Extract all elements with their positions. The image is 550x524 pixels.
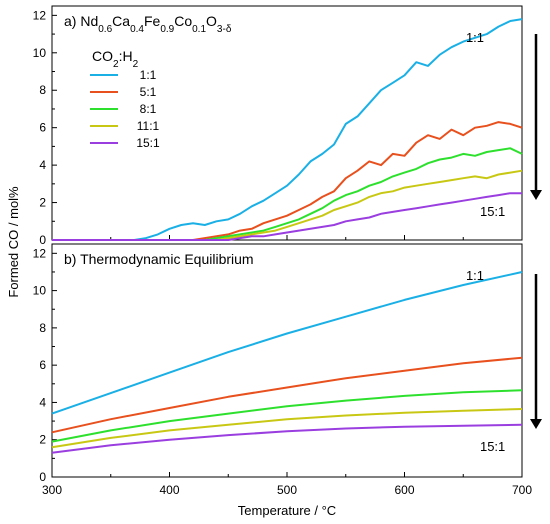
formula-subscript: 0.1 bbox=[192, 24, 206, 35]
y-tick-label: 2 bbox=[39, 433, 46, 447]
series-line-15-1 bbox=[51, 423, 523, 454]
y-tick-label: 8 bbox=[39, 83, 46, 97]
y-tick-label: 0 bbox=[39, 470, 46, 484]
formula-subscript: 0.9 bbox=[160, 24, 174, 35]
legend-entry: 11:1 bbox=[137, 119, 160, 133]
formula-subscript: 0.4 bbox=[130, 24, 144, 35]
legend-title-part: :H bbox=[119, 48, 133, 64]
x-tick-label: 500 bbox=[277, 483, 297, 497]
annotation-top-ratio: 1:1 bbox=[466, 30, 484, 45]
plot-frame bbox=[51, 243, 523, 478]
legend-title: CO2:H2 bbox=[92, 48, 139, 70]
legend-entry: 1:1 bbox=[140, 68, 157, 82]
y-tick-label: 8 bbox=[39, 321, 46, 335]
y-tick-label: 4 bbox=[39, 158, 46, 172]
y-tick-label: 10 bbox=[33, 284, 47, 298]
panel-b: 0 2 4 6 8 10 12 b) Thermodynamic Equilibrium 1:1… bbox=[33, 243, 542, 484]
series-line-11-1 bbox=[51, 408, 523, 449]
panel-title: a) Nd0.6Ca0.4Fe0.9Co0.1O3-δ bbox=[64, 13, 232, 35]
annotation-bottom-ratio: 15:1 bbox=[480, 204, 505, 219]
legend-entry: 15:1 bbox=[136, 136, 160, 150]
formula-element: Co bbox=[174, 13, 192, 29]
series-line-11-1 bbox=[52, 169, 523, 241]
formula-subscript: 0.6 bbox=[98, 24, 112, 35]
annotation-top-ratio: 1:1 bbox=[466, 268, 484, 283]
y-tick-label: 6 bbox=[39, 121, 46, 135]
plot-frame bbox=[51, 5, 523, 241]
formula-element: Fe bbox=[144, 13, 161, 29]
legend-entry: 5:1 bbox=[140, 85, 157, 99]
trend-arrow-head bbox=[530, 419, 542, 429]
series-line-15-1 bbox=[52, 192, 522, 241]
x-tick-label: 600 bbox=[394, 483, 414, 497]
legend-title-sub: 2 bbox=[113, 59, 119, 70]
y-tick-label: 10 bbox=[33, 46, 47, 60]
legend-title-sub: 2 bbox=[133, 59, 139, 70]
panel-title: b) Thermodynamic Equilibrium bbox=[64, 251, 254, 267]
series-line-1-1 bbox=[52, 18, 523, 241]
x-tick-label: 700 bbox=[512, 483, 532, 497]
y-tick-label: 12 bbox=[33, 8, 47, 22]
series-line-5-1 bbox=[51, 356, 523, 434]
y-tick-label: 12 bbox=[33, 246, 47, 260]
y-tick-label: 6 bbox=[39, 358, 46, 372]
panel-a: 0 2 4 6 8 10 12 a) Nd0.6Ca0.4Fe0.9Co0.1O3-δ 1:1 1… bbox=[33, 5, 542, 247]
panel-title-prefix: b) Thermodynamic Equilibrium bbox=[64, 251, 254, 267]
series-line-8-1 bbox=[52, 147, 523, 241]
series-line-1-1 bbox=[51, 271, 523, 415]
legend-title-part: CO bbox=[92, 48, 113, 64]
x-tick-label: 300 bbox=[42, 483, 62, 497]
legend-entry: 8:1 bbox=[140, 102, 157, 116]
formula-element: Ca bbox=[112, 13, 130, 29]
y-tick-label: 0 bbox=[39, 233, 46, 247]
y-axis-title: Formed CO / mol% bbox=[6, 186, 21, 298]
y-tick-label: 2 bbox=[39, 196, 46, 210]
formula-subscript: 3-δ bbox=[217, 24, 232, 35]
series-line-5-1 bbox=[52, 121, 523, 241]
annotation-bottom-ratio: 15:1 bbox=[480, 439, 505, 454]
formula-element: O bbox=[206, 13, 217, 29]
formula-element: Nd bbox=[80, 13, 98, 29]
x-tick-label: 400 bbox=[159, 483, 179, 497]
series-line-8-1 bbox=[51, 389, 523, 443]
x-axis-title: Temperature / °C bbox=[238, 503, 336, 518]
panel-title-prefix: a) bbox=[64, 13, 80, 29]
y-tick-label: 4 bbox=[39, 395, 46, 409]
trend-arrow-head bbox=[530, 190, 542, 200]
